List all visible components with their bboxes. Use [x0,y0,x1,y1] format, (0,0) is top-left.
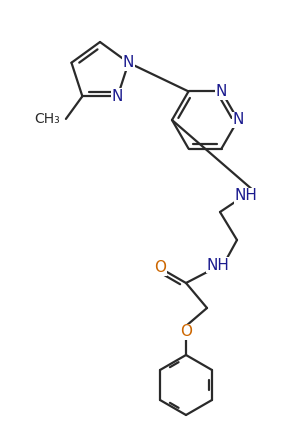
Text: N: N [216,84,227,99]
Text: O: O [180,325,192,339]
Text: N: N [123,55,134,70]
Text: CH₃: CH₃ [34,112,60,126]
Text: N: N [112,89,123,104]
Text: NH: NH [207,257,229,273]
Text: N: N [232,112,244,128]
Text: NH: NH [234,188,258,204]
Text: O: O [154,260,166,276]
